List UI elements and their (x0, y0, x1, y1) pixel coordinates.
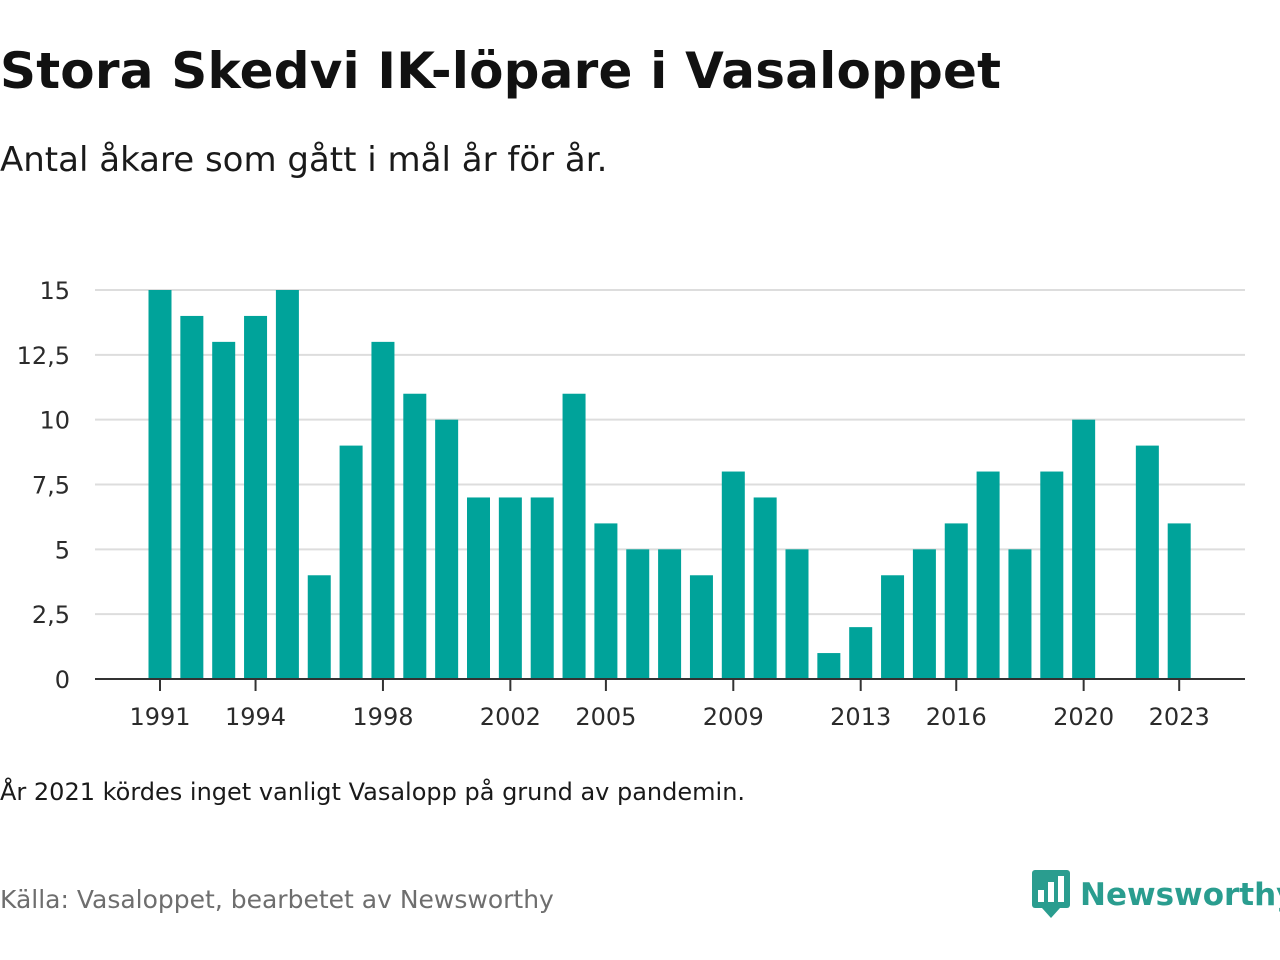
bar-2007 (658, 549, 682, 679)
y-tick-label: 15 (39, 277, 70, 305)
bar-1996 (307, 575, 331, 679)
bar-2000 (435, 419, 459, 679)
bar-1994 (244, 315, 268, 679)
bar-2004 (562, 393, 586, 679)
x-tick-label: 1994 (225, 703, 286, 731)
bar-2019 (1040, 471, 1064, 679)
bar-1998 (371, 341, 395, 679)
x-axis (95, 678, 1245, 691)
bar-2020 (1072, 419, 1096, 679)
x-tick-label: 2020 (1053, 703, 1114, 731)
bar-1999 (403, 393, 427, 679)
x-axis-labels: 1991 1994 1998 2002 2005 2009 2013 2016 2020 2023 (129, 703, 1209, 731)
brand-name: Newsworthy (1080, 877, 1280, 913)
bar-2003 (530, 497, 554, 679)
x-tick-label: 2005 (575, 703, 636, 731)
y-tick-label: 5 (55, 536, 70, 564)
bar-2011 (785, 549, 809, 679)
y-tick-label: 7,5 (32, 472, 70, 500)
bar-2009 (721, 471, 745, 679)
bar-2001 (467, 497, 490, 679)
source-credit: Källa: Vasaloppet, bearbetet av Newswort… (0, 885, 554, 914)
chart-footnote: År 2021 kördes inget vanligt Vasalopp på… (0, 778, 746, 806)
x-tick-label: 2002 (480, 703, 541, 731)
bar-2017 (976, 471, 1000, 679)
x-tick-label: 1991 (129, 703, 190, 731)
bar-2012 (817, 653, 841, 679)
bar-1993 (212, 341, 236, 679)
bar-1991 (148, 290, 172, 679)
y-axis-labels: 0 2,5 5 7,5 10 12,5 15 (17, 277, 70, 694)
brand-logo[interactable]: Newsworthy (1032, 870, 1280, 920)
y-tick-label: 2,5 (32, 601, 70, 629)
bar-2015 (912, 549, 936, 679)
bar-2006 (626, 549, 650, 679)
bar-chart: 0 2,5 5 7,5 10 12,5 15 1991 1994 1998 2002 2005 200… (17, 277, 1245, 731)
bar-1997 (339, 445, 363, 679)
bar-2016 (944, 523, 968, 679)
x-tick-label: 1998 (352, 703, 413, 731)
chart-subtitle: Antal åkare som gått i mål år för år. (0, 140, 608, 180)
bar-2023 (1167, 523, 1191, 679)
bar-2022 (1135, 445, 1159, 679)
bar-2002 (498, 497, 522, 679)
chart-title: Stora Skedvi IK-löpare i Vasaloppet (0, 42, 1002, 100)
bar-2005 (594, 523, 618, 679)
bar-1995 (275, 290, 299, 679)
bar-2008 (689, 575, 713, 679)
y-tick-label: 0 (55, 666, 70, 694)
bars (148, 290, 1191, 679)
x-tick-label: 2013 (830, 703, 891, 731)
x-tick-label: 2023 (1149, 703, 1210, 731)
bar-2013 (849, 627, 873, 679)
bar-2014 (881, 575, 905, 679)
bar-2010 (753, 497, 777, 679)
x-tick-label: 2016 (926, 703, 987, 731)
x-tick-label: 2009 (703, 703, 764, 731)
y-tick-label: 10 (39, 407, 70, 435)
newsworthy-logo-icon (1032, 870, 1070, 918)
bar-1992 (180, 315, 204, 679)
bar-2018 (1008, 549, 1032, 679)
y-tick-label: 12,5 (17, 342, 70, 370)
